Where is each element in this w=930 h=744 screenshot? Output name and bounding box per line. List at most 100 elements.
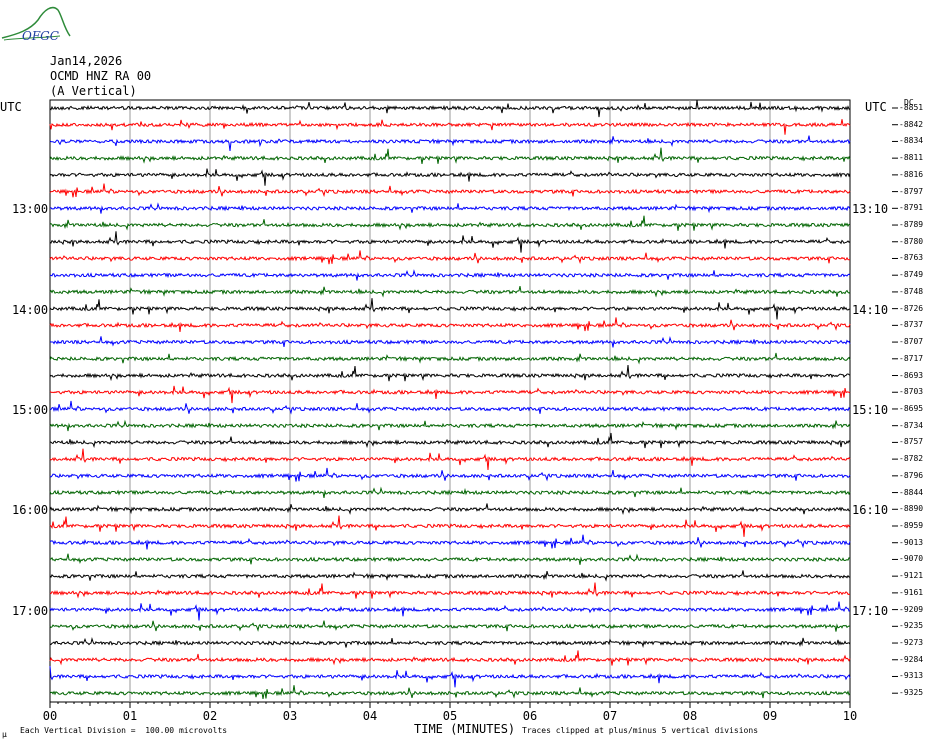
seismic-trace — [49, 685, 851, 699]
seismic-trace — [49, 215, 851, 231]
dc-value-label: -8782 — [899, 454, 924, 464]
seismic-trace — [49, 448, 851, 471]
right-hour-label: 13:10 — [852, 202, 889, 217]
right-hour-label: 17:10 — [852, 603, 889, 618]
dc-value-label: -8791 — [899, 203, 924, 213]
dc-value-label: -9161 — [899, 587, 924, 597]
seismic-trace — [49, 515, 851, 537]
dc-value-label: -9273 — [899, 638, 924, 648]
seismic-trace — [49, 620, 851, 632]
seismic-trace — [49, 99, 851, 118]
header-station: OCMD HNZ RA 00 — [50, 69, 152, 83]
right-utc-label: UTC — [865, 100, 887, 114]
seismic-trace — [49, 486, 851, 498]
dc-value-label: -8749 — [899, 270, 924, 280]
dc-value-label: -8707 — [899, 337, 924, 347]
dc-value-label: -8890 — [899, 504, 924, 514]
dc-value-label: -8693 — [899, 370, 924, 380]
dc-value-label: -9121 — [899, 571, 924, 581]
dc-value-label: -9209 — [899, 604, 924, 614]
seismic-trace — [49, 317, 851, 333]
dc-value-label: -8763 — [899, 253, 924, 263]
seismic-trace — [49, 601, 851, 621]
dc-value-label: -8734 — [899, 420, 924, 430]
dc-value-label: -9013 — [899, 537, 924, 547]
x-tick-label: 09 — [762, 709, 778, 723]
dc-value-label: -9070 — [899, 554, 924, 564]
seismic-trace — [49, 183, 851, 198]
seismic-trace — [49, 352, 851, 365]
seismic-trace — [49, 553, 851, 565]
dc-value-label: -8797 — [899, 186, 924, 196]
x-tick-label: 05 — [442, 709, 458, 723]
seismic-trace — [49, 231, 851, 253]
seismic-trace — [49, 365, 851, 382]
seismic-trace — [49, 250, 851, 265]
seismic-trace — [49, 147, 851, 164]
x-tick-label: 10 — [842, 709, 858, 723]
corner-mark: μ — [2, 730, 7, 739]
dc-value-label: -9235 — [899, 621, 924, 631]
dc-value-label: -8780 — [899, 236, 924, 246]
x-tick-label: 07 — [602, 709, 618, 723]
seismic-trace — [49, 385, 851, 404]
left-utc-label: UTC — [0, 100, 22, 114]
seismic-trace — [49, 269, 851, 281]
left-hour-label: 14:00 — [12, 302, 49, 317]
logo-text: OFGC — [22, 29, 59, 43]
dc-value-label: -8844 — [899, 487, 924, 497]
right-hour-label: 14:10 — [852, 302, 889, 317]
seismic-trace — [49, 135, 851, 151]
header-date: Jan14,2026 — [50, 54, 123, 68]
seismic-trace — [49, 666, 851, 688]
x-tick-label: 06 — [522, 709, 538, 723]
seismic-trace — [49, 400, 851, 415]
seismic-trace — [49, 636, 851, 648]
dc-value-label: -8726 — [899, 303, 924, 313]
seismic-trace — [49, 419, 851, 432]
dc-value-label: -8757 — [899, 437, 924, 447]
dc-value-label: -8695 — [899, 403, 924, 413]
scale-note: Each Vertical Division = 100.00 microvol… — [20, 726, 228, 735]
dc-value-label: -8717 — [899, 353, 924, 363]
right-hour-label: 15:10 — [852, 402, 889, 417]
left-hour-label: 17:00 — [12, 603, 49, 618]
right-hour-label: 16:10 — [852, 503, 889, 518]
dc-value-label: -8737 — [899, 320, 924, 330]
seismic-trace — [49, 503, 850, 516]
x-axis-label: TIME (MINUTES) — [414, 722, 516, 736]
header-component: (A Vertical) — [50, 84, 137, 98]
dc-value-label: -8959 — [899, 521, 924, 530]
dc-value-label: -8834 — [899, 136, 924, 146]
seismic-trace — [49, 298, 851, 320]
left-hour-label: 13:00 — [12, 202, 49, 217]
dc-label: DC — [904, 98, 914, 107]
dc-value-label: -9325 — [899, 688, 924, 698]
x-tick-label: 02 — [202, 709, 218, 723]
x-tick-label: 08 — [682, 709, 698, 723]
seismic-trace — [49, 582, 851, 599]
left-hour-label: 16:00 — [12, 503, 49, 518]
seismic-trace — [49, 432, 851, 449]
dc-value-label: -8851 — [899, 103, 924, 112]
x-tick-label: 03 — [282, 709, 298, 723]
seismic-trace — [49, 534, 851, 550]
seismic-trace — [49, 119, 851, 135]
dc-value-label: -8842 — [899, 119, 924, 129]
ofgc-logo: OFGC — [1, 6, 71, 43]
dc-value-label: -8703 — [899, 387, 924, 397]
x-tick-label: 01 — [122, 709, 138, 723]
x-tick-label: 04 — [362, 709, 378, 723]
dc-value-label: -9284 — [899, 654, 924, 664]
seismic-trace — [49, 467, 851, 482]
dc-value-label: -9313 — [899, 671, 924, 681]
dc-value-label: -8811 — [899, 153, 924, 163]
seismic-trace — [49, 570, 851, 582]
left-hour-label: 15:00 — [12, 402, 49, 417]
dc-value-label: -8748 — [899, 286, 924, 296]
dc-value-label: -8816 — [899, 169, 924, 179]
seismic-trace — [49, 202, 851, 214]
dc-value-label: -8796 — [899, 470, 924, 480]
clip-note: Traces clipped at plus/minus 5 vertical … — [522, 726, 759, 735]
